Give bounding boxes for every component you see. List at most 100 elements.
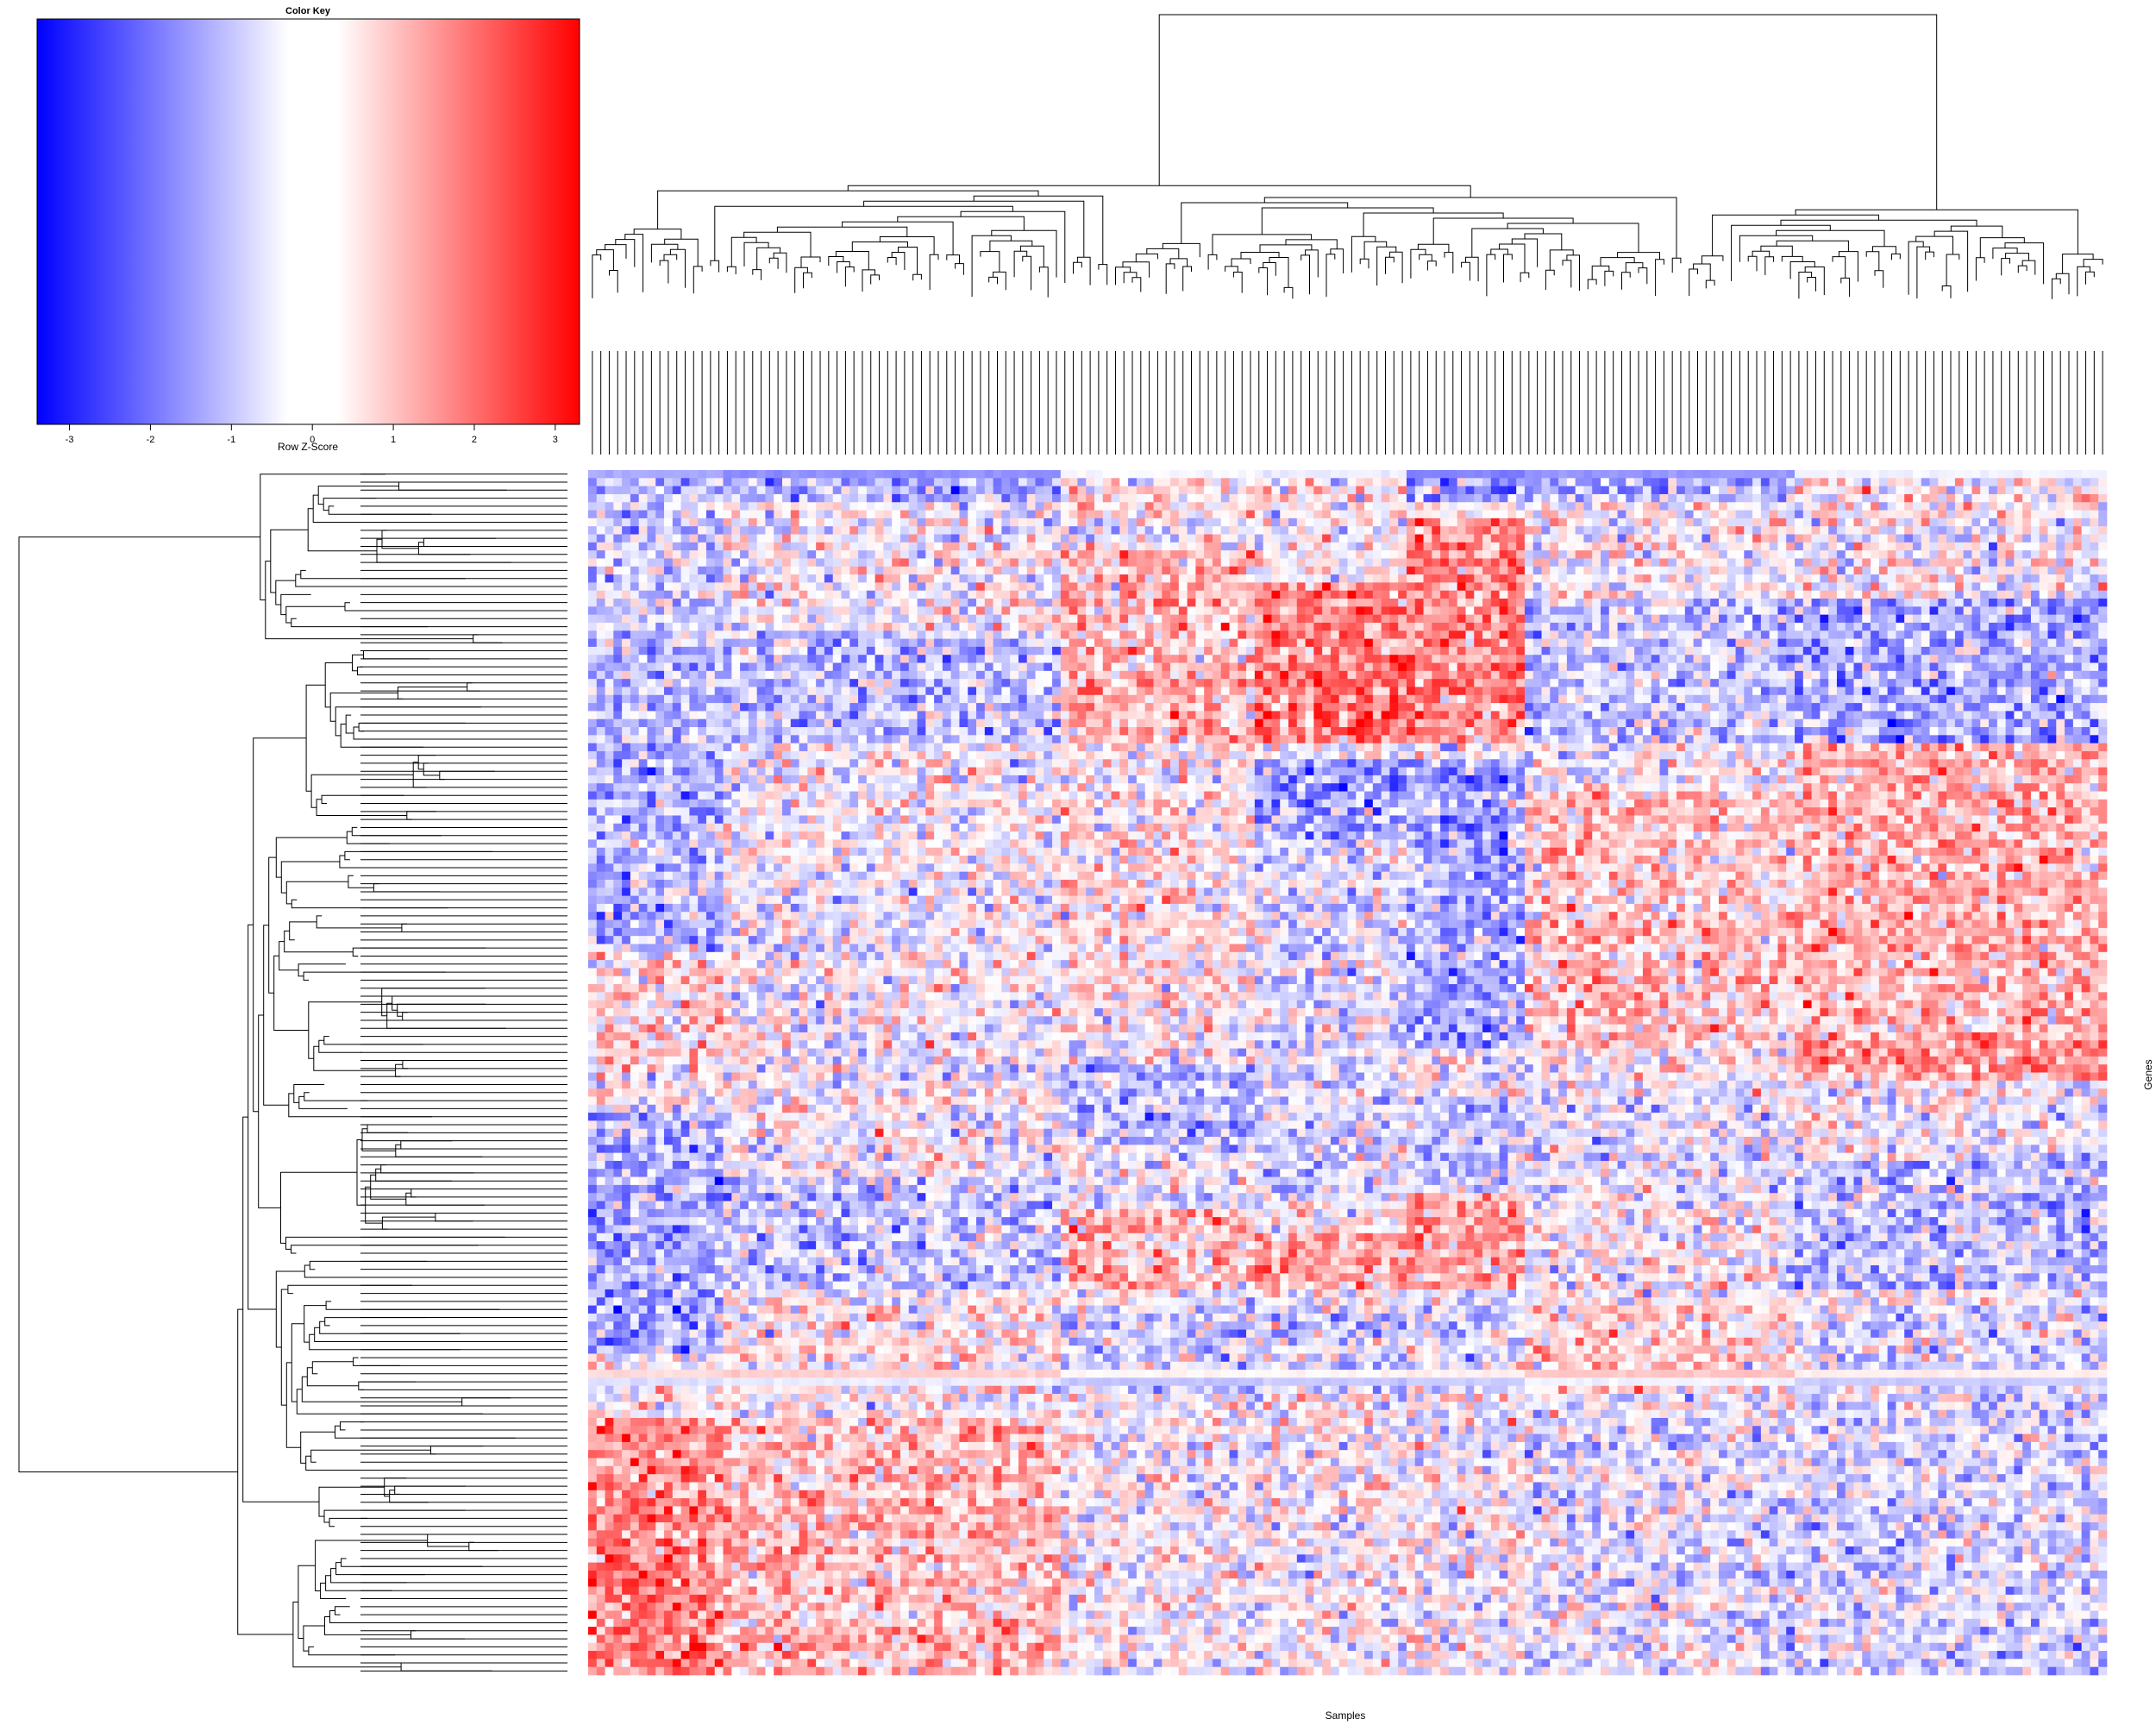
heatmap-cell <box>756 1634 766 1644</box>
heatmap-cell <box>588 534 598 543</box>
heatmap-cell <box>605 727 614 736</box>
heatmap-cell <box>680 1096 690 1106</box>
heatmap-cell <box>613 783 623 792</box>
heatmap-cell <box>655 1257 665 1266</box>
heatmap-cell <box>605 1096 614 1106</box>
heatmap-cell <box>638 1305 648 1314</box>
heatmap-cell <box>630 1297 640 1306</box>
heatmap-cell <box>774 1506 783 1515</box>
heatmap-cell <box>672 1048 681 1057</box>
heatmap-cell <box>655 1249 665 1258</box>
heatmap-cell <box>596 1659 605 1668</box>
heatmap-cell <box>664 1024 674 1033</box>
heatmap-cell <box>748 1578 758 1587</box>
heatmap-cell <box>765 727 774 736</box>
heatmap-cell <box>740 1120 749 1130</box>
heatmap-cell <box>664 951 674 961</box>
heatmap-cell <box>740 1474 749 1483</box>
heatmap-cell <box>698 566 707 575</box>
heatmap-cell <box>655 574 665 583</box>
heatmap-cell <box>824 1377 834 1387</box>
heatmap-cell <box>588 1064 598 1073</box>
heatmap-cell <box>596 1610 605 1620</box>
heatmap-cell <box>680 1370 690 1378</box>
heatmap-cell <box>790 534 799 543</box>
heatmap-cell <box>774 1417 783 1427</box>
heatmap-cell <box>672 493 681 503</box>
heatmap-cell <box>622 871 631 881</box>
heatmap-cell <box>689 711 699 720</box>
heatmap-cell <box>765 542 774 551</box>
heatmap-cell <box>655 1441 665 1451</box>
heatmap-cell <box>630 1441 640 1451</box>
heatmap-cell <box>664 1651 674 1659</box>
heatmap-cell <box>705 727 716 736</box>
heatmap-cell <box>689 1281 699 1290</box>
heatmap-cell <box>630 703 640 712</box>
heatmap-cell <box>807 992 817 1001</box>
heatmap-cell <box>748 662 758 672</box>
heatmap-cell <box>588 1490 598 1499</box>
heatmap-cell <box>782 1007 792 1017</box>
heatmap-cell <box>698 1402 707 1411</box>
heatmap-cell <box>672 1056 681 1065</box>
heatmap-cell <box>613 1666 623 1676</box>
heatmap-cell <box>672 1506 681 1515</box>
heatmap-cell <box>723 1490 732 1499</box>
heatmap-cell <box>790 1176 799 1186</box>
heatmap-cell <box>605 1370 614 1378</box>
heatmap-cell <box>638 1417 648 1427</box>
heatmap-cell <box>799 960 808 969</box>
heatmap-cell <box>680 759 690 768</box>
heatmap-cell <box>774 895 783 905</box>
heatmap-cell <box>799 566 808 575</box>
heatmap-cell <box>622 1426 631 1434</box>
heatmap-cell <box>596 903 605 913</box>
heatmap-cell <box>647 1176 656 1186</box>
heatmap-cell <box>613 1056 623 1065</box>
heatmap-cell <box>748 815 758 825</box>
heatmap-cell <box>790 1225 799 1234</box>
heatmap-cell <box>731 1651 741 1659</box>
heatmap-cell <box>588 936 598 944</box>
heatmap-cell <box>613 510 623 519</box>
heatmap-cell <box>740 1201 749 1210</box>
heatmap-cell <box>816 1610 825 1620</box>
heatmap-cell <box>672 582 681 592</box>
heatmap-cell <box>756 1208 766 1218</box>
heatmap-cell <box>622 839 631 849</box>
heatmap-cell <box>596 1064 605 1073</box>
heatmap-cell <box>630 1385 640 1395</box>
heatmap-cell <box>689 1570 699 1579</box>
heatmap-cell <box>680 1603 690 1611</box>
heatmap-cell <box>672 823 681 832</box>
heatmap-cell <box>774 526 783 535</box>
heatmap-cell <box>655 871 665 881</box>
heatmap-cell <box>698 727 707 736</box>
heatmap-cell <box>638 1530 648 1540</box>
heatmap-cell <box>816 1385 825 1395</box>
heatmap-cell <box>588 510 598 519</box>
heatmap-cell <box>680 718 690 728</box>
heatmap-cell <box>596 1441 605 1451</box>
heatmap-cell <box>698 1257 707 1266</box>
heatmap-cell <box>714 1184 724 1194</box>
heatmap-cell <box>689 694 699 704</box>
heatmap-cell <box>807 558 817 568</box>
heatmap-cell <box>605 1321 614 1330</box>
heatmap-cell <box>782 542 792 551</box>
heatmap-cell <box>748 1193 758 1201</box>
heatmap-cell <box>705 1225 716 1234</box>
heatmap-cell <box>714 662 724 672</box>
heatmap-cell <box>596 1241 605 1250</box>
heatmap-cell <box>748 727 758 736</box>
heatmap-cell <box>807 1498 817 1507</box>
heatmap-cell <box>731 1169 741 1177</box>
heatmap-cell <box>790 1482 799 1491</box>
heatmap-cell <box>723 1040 732 1049</box>
heatmap-cell <box>790 502 799 511</box>
heatmap-cell <box>689 1514 699 1523</box>
heatmap-cell <box>782 1297 792 1306</box>
heatmap-cell <box>647 1241 656 1250</box>
heatmap-cell <box>774 655 783 663</box>
